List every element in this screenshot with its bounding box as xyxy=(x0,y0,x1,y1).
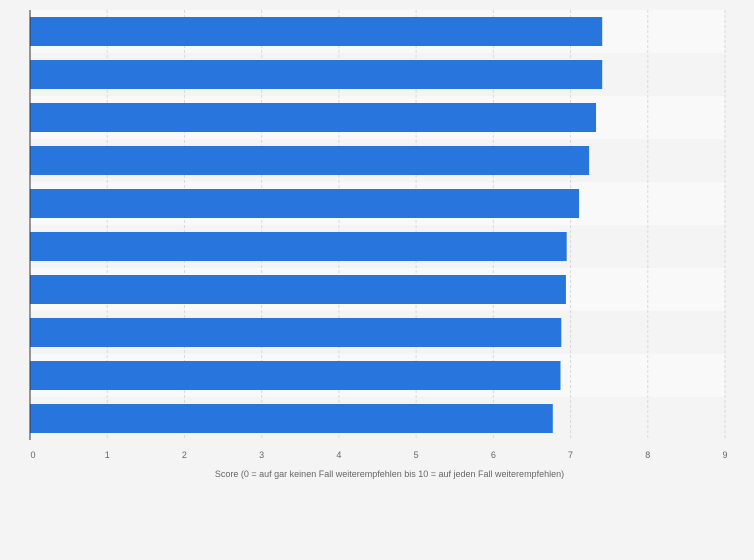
x-tick-label: 0 xyxy=(30,450,35,460)
x-tick-label: 3 xyxy=(259,450,264,460)
bars-group xyxy=(30,17,603,433)
bar xyxy=(30,318,562,347)
x-axis-title: Score (0 = auf gar keinen Fall weiteremp… xyxy=(215,469,564,479)
bar xyxy=(30,60,603,89)
x-tick-label: 4 xyxy=(336,450,341,460)
bar xyxy=(30,361,561,390)
x-tick-label: 7 xyxy=(568,450,573,460)
x-tick-label: 6 xyxy=(491,450,496,460)
bar xyxy=(30,404,553,433)
bar xyxy=(30,275,566,304)
x-tick-labels: 0 1 2 3 4 5 6 7 8 9 xyxy=(30,450,727,460)
x-tick-label: 1 xyxy=(105,450,110,460)
x-tick-label: 9 xyxy=(722,450,727,460)
x-tick-label: 8 xyxy=(645,450,650,460)
bar xyxy=(30,232,567,261)
bar xyxy=(30,103,597,132)
bar xyxy=(30,146,590,175)
bar xyxy=(30,189,580,218)
x-tick-label: 2 xyxy=(182,450,187,460)
x-tick-label: 5 xyxy=(414,450,419,460)
bar xyxy=(30,17,603,46)
